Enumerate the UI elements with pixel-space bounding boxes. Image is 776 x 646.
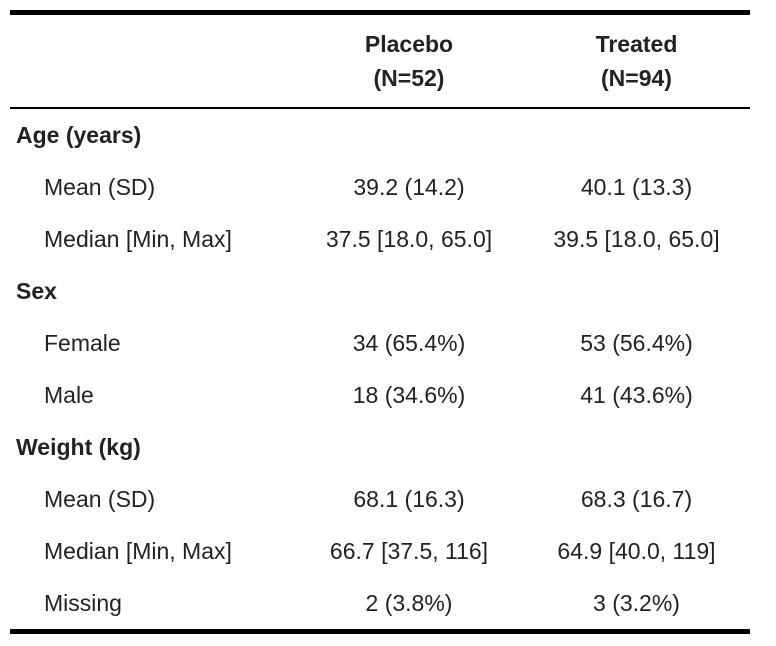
- row-value-placebo: 34 (65.4%): [352, 329, 466, 356]
- header-treated-name: Treated: [595, 31, 678, 57]
- summary-table: Placebo (N=52) Treated (N=94) Age (years…: [10, 10, 750, 634]
- row-value-treated: 64.9 [40.0, 119]: [557, 537, 716, 564]
- table-row: Mean (SD) 68.1 (16.3) 68.3 (16.7): [10, 473, 750, 525]
- header-treated: Treated (N=94): [523, 27, 750, 95]
- table-header: Placebo (N=52) Treated (N=94): [10, 15, 750, 107]
- row-label: Mean (SD): [44, 173, 156, 200]
- row-value-treated: 3 (3.2%): [593, 589, 680, 616]
- table-row: Median [Min, Max] 66.7 [37.5, 116] 64.9 …: [10, 525, 750, 577]
- row-label: Mean (SD): [44, 485, 156, 512]
- row-label: Missing: [44, 589, 122, 616]
- row-value-treated: 39.5 [18.0, 65.0]: [553, 225, 720, 252]
- row-label: Age (years): [16, 121, 142, 148]
- row-value-placebo: 68.1 (16.3): [353, 485, 465, 512]
- table-row: Male 18 (34.6%) 41 (43.6%): [10, 369, 750, 421]
- header-placebo: Placebo (N=52): [295, 27, 523, 95]
- table-row-group-age: Age (years): [10, 109, 750, 161]
- table-top-rule: [10, 10, 750, 15]
- table-row-group-weight: Weight (kg): [10, 421, 750, 473]
- row-value-treated: 53 (56.4%): [580, 329, 693, 356]
- row-label: Sex: [16, 277, 57, 304]
- table-row: Missing 2 (3.8%) 3 (3.2%): [10, 577, 750, 629]
- row-value-placebo: 66.7 [37.5, 116]: [329, 537, 489, 564]
- table-header-rule: [10, 107, 750, 109]
- row-value-treated: 41 (43.6%): [580, 381, 693, 408]
- row-value-placebo: 18 (34.6%): [352, 381, 466, 408]
- row-value-treated: 40.1 (13.3): [580, 173, 693, 200]
- header-placebo-name: Placebo: [364, 31, 454, 57]
- row-value-treated: 68.3 (16.7): [580, 485, 693, 512]
- table-row: Median [Min, Max] 37.5 [18.0, 65.0] 39.5…: [10, 213, 750, 265]
- row-value-placebo: 37.5 [18.0, 65.0]: [325, 225, 493, 252]
- table-row: Female 34 (65.4%) 53 (56.4%): [10, 317, 750, 369]
- row-label: Male: [44, 381, 94, 408]
- header-placebo-n: (N=52): [373, 65, 445, 91]
- row-label: Weight (kg): [16, 433, 141, 460]
- table-body: Age (years) Mean (SD) 39.2 (14.2) 40.1 (…: [10, 109, 750, 629]
- row-value-placebo: 2 (3.8%): [365, 589, 453, 616]
- row-label: Median [Min, Max]: [44, 537, 232, 564]
- table-row: Mean (SD) 39.2 (14.2) 40.1 (13.3): [10, 161, 750, 213]
- row-label: Female: [44, 329, 121, 356]
- table-row-group-sex: Sex: [10, 265, 750, 317]
- table-bottom-rule: [10, 629, 750, 634]
- header-treated-n: (N=94): [601, 65, 672, 91]
- row-value-placebo: 39.2 (14.2): [353, 173, 465, 200]
- row-label: Median [Min, Max]: [44, 225, 232, 252]
